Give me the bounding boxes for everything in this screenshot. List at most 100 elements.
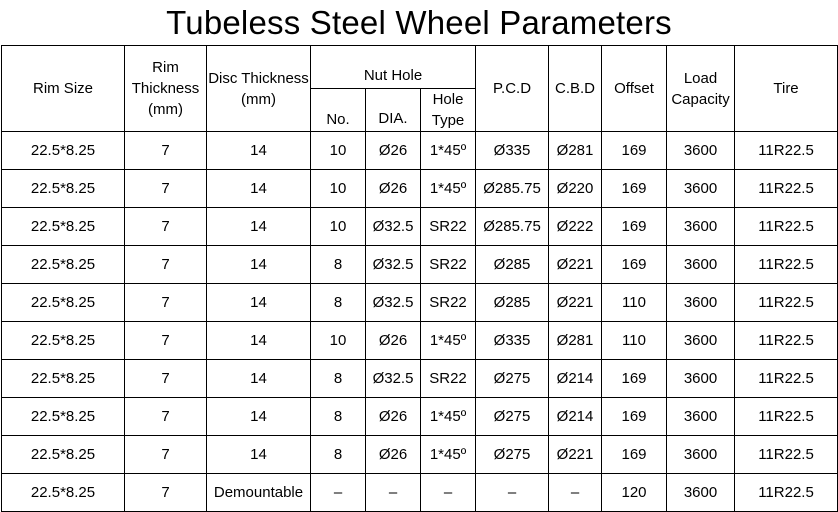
cell-rim-size: 22.5*8.25	[1, 435, 125, 474]
cell-rim-thickness: 7	[124, 245, 207, 284]
cell-offset: 169	[601, 131, 668, 170]
cell-hole-type: SR22	[419, 359, 477, 398]
header-hole-type: Hole Type	[419, 88, 477, 132]
table-row: 22.5*8.25 7 14 8 Ø26 1*45º Ø275 Ø214 169 3600 11R2…	[1, 397, 838, 436]
cell-hole-type: SR22	[419, 207, 477, 246]
cell-rim-size: 22.5*8.25	[1, 245, 125, 284]
cell-load-capacity: 3600	[666, 207, 736, 246]
header-rim-thickness: Rim Thickness (mm)	[124, 45, 207, 132]
cell-cbd: Ø214	[548, 359, 603, 398]
page-title: Tubeless Steel Wheel Parameters	[166, 4, 672, 41]
cell-pcd: Ø285	[475, 245, 550, 284]
cell-pcd: Ø285	[475, 283, 550, 322]
cell-tire: 11R22.5	[734, 283, 838, 322]
cell-nut-no: 10	[310, 131, 366, 170]
cell-nut-dia: Ø32.5	[365, 283, 421, 322]
cell-nut-no: 8	[310, 283, 366, 322]
cell-nut-dia: Ø26	[365, 131, 421, 170]
cell-tire: 11R22.5	[734, 321, 838, 360]
cell-disc-thickness: 14	[206, 359, 311, 398]
cell-rim-thickness: 7	[124, 283, 207, 322]
cell-rim-thickness: 7	[124, 397, 207, 436]
cell-disc-thickness: 14	[206, 283, 311, 322]
cell-nut-dia: Ø26	[365, 397, 421, 436]
cell-rim-size: 22.5*8.25	[1, 359, 125, 398]
table-row: 22.5*8.25 7 14 8 Ø26 1*45º Ø275 Ø221 169 3600 11R2…	[1, 435, 838, 474]
cell-offset: 110	[601, 283, 668, 322]
cell-cbd: Ø220	[548, 169, 603, 208]
cell-hole-type: SR22	[419, 283, 477, 322]
cell-load-capacity: 3600	[666, 359, 736, 398]
cell-hole-type: SR22	[419, 245, 477, 284]
cell-offset: 169	[601, 207, 668, 246]
header-offset: Offset	[601, 45, 668, 132]
cell-pcd: Ø275	[475, 397, 550, 436]
cell-tire: 11R22.5	[734, 397, 838, 436]
cell-offset: 110	[601, 321, 668, 360]
header-disc-thickness: Disc Thickness (mm)	[206, 45, 311, 132]
table-row: 22.5*8.25 7 14 10 Ø32.5 SR22 Ø285.75 Ø222 169 360…	[1, 207, 838, 246]
cell-rim-thickness: 7	[124, 169, 207, 208]
cell-hole-type: 1*45º	[419, 321, 477, 360]
cell-hole-type: 1*45º	[419, 131, 477, 170]
cell-rim-thickness: 7	[124, 131, 207, 170]
cell-disc-thickness: 14	[206, 131, 311, 170]
cell-nut-dia: Ø26	[365, 169, 421, 208]
cell-tire: 11R22.5	[734, 169, 838, 208]
cell-hole-type: 1*45º	[419, 397, 477, 436]
cell-pcd: Ø275	[475, 359, 550, 398]
cell-load-capacity: 3600	[666, 245, 736, 284]
cell-hole-type: 1*45º	[419, 435, 477, 474]
cell-cbd: Ø221	[548, 283, 603, 322]
header-cbd: C.B.D	[548, 45, 603, 132]
cell-nut-no: 10	[310, 207, 366, 246]
cell-cbd: Ø281	[548, 131, 603, 170]
cell-cbd: Ø222	[548, 207, 603, 246]
cell-disc-thickness: 14	[206, 245, 311, 284]
cell-load-capacity: 3600	[666, 397, 736, 436]
header-row-top: Rim Size Rim Thickness (mm) Disc Thickne…	[1, 45, 838, 132]
cell-offset: 169	[601, 359, 668, 398]
header-nut-dia: DIA.	[365, 88, 421, 132]
cell-nut-dia: Ø26	[365, 435, 421, 474]
table-row: 22.5*8.25 7 14 8 Ø32.5 SR22 Ø275 Ø214 169 3600 11R…	[1, 359, 838, 398]
cell-disc-thickness: 14	[206, 435, 311, 474]
cell-pcd: Ø285.75	[475, 207, 550, 246]
table-row: 22.5*8.25 7 14 10 Ø26 1*45º Ø335 Ø281 110 3600 11R…	[1, 321, 838, 360]
cell-hole-type: 1*45º	[419, 169, 477, 208]
cell-rim-thickness: 7	[124, 207, 207, 246]
cell-rim-size: 22.5*8.25	[1, 397, 125, 436]
cell-cbd: Ø214	[548, 397, 603, 436]
cell-offset: 169	[601, 169, 668, 208]
cell-tire: 11R22.5	[734, 131, 838, 170]
cell-tire: 11R22.5	[734, 207, 838, 246]
cell-load-capacity: 3600	[666, 435, 736, 474]
cell-nut-no: 8	[310, 245, 366, 284]
table-body: 22.5*8.25 7 14 10 Ø26 1*45º Ø335 Ø281 169 3600 11R…	[1, 131, 838, 512]
cell-rim-size: 22.5*8.25	[1, 131, 125, 170]
cell-nut-dia: Ø26	[365, 321, 421, 360]
table-row: 22.5*8.25 7 14 8 Ø32.5 SR22 Ø285 Ø221 169 3600 11R…	[1, 245, 838, 284]
cell-cbd: Ø221	[548, 435, 603, 474]
cell-rim-thickness: 7	[124, 435, 207, 474]
cell-offset: 169	[601, 245, 668, 284]
cell-tire: 11R22.5	[734, 359, 838, 398]
cell-disc-thickness: 14	[206, 397, 311, 436]
cell-rim-size: 22.5*8.25	[1, 283, 125, 322]
parameters-table: Rim Size Rim Thickness (mm) Disc Thickne…	[1, 45, 838, 512]
cell-nut-no: 8	[310, 397, 366, 436]
cell-pcd: Ø335	[475, 131, 550, 170]
cell-offset: 169	[601, 435, 668, 474]
cell-nut-no: 10	[310, 169, 366, 208]
cell-tire: 11R22.5	[734, 245, 838, 284]
cell-tire: 11R22.5	[734, 435, 838, 474]
header-row-sub: No. DIA. Hole Type	[2, 88, 838, 132]
cell-load-capacity: 3600	[666, 283, 736, 322]
cell-nut-dia: Ø32.5	[365, 359, 421, 398]
cell-offset: 169	[601, 397, 668, 436]
cell-nut-no: 10	[310, 321, 366, 360]
cell-cbd: Ø281	[548, 321, 603, 360]
cell-rim-size: 22.5*8.25	[1, 207, 125, 246]
cell-pcd: Ø335	[475, 321, 550, 360]
cell-nut-no: 8	[310, 359, 366, 398]
